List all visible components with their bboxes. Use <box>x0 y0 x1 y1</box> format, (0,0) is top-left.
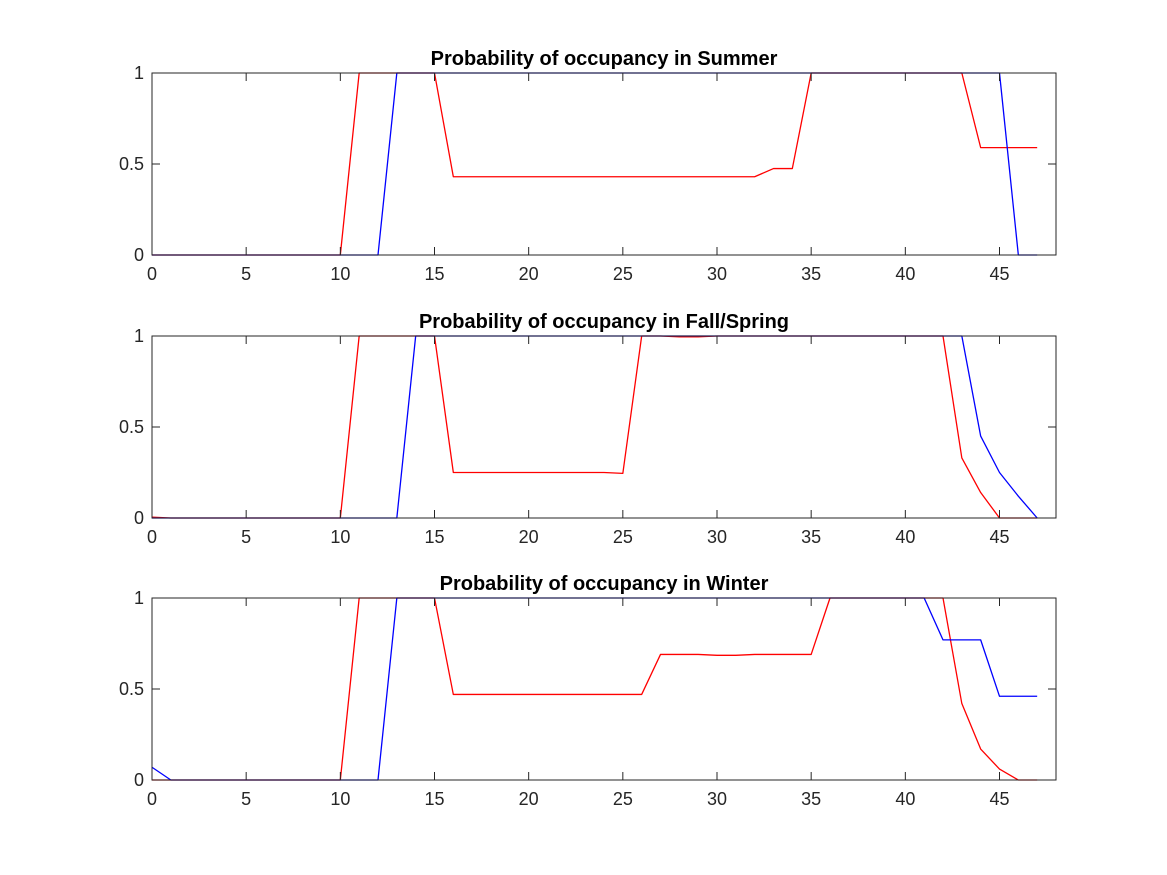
subplot-1: 0 5 10 15 20 25 30 35 40 45 0 0.5 1 Probability of oc… <box>119 48 1057 284</box>
x-tick-label: 45 <box>989 527 1009 547</box>
subplot-3: 0 5 10 15 20 25 30 35 40 45 0 0.5 1 Probability of oc… <box>119 573 1057 809</box>
x-tick-label: 5 <box>241 264 251 284</box>
y-tick-label: 1 <box>134 588 144 608</box>
x-tick-label: 15 <box>424 527 444 547</box>
x-tick-label: 20 <box>519 264 539 284</box>
x-tick-label: 40 <box>895 527 915 547</box>
x-tick-label: 20 <box>519 789 539 809</box>
y-tick-label: 0.5 <box>119 417 144 437</box>
x-tick-label: 0 <box>147 789 157 809</box>
x-tick-label: 15 <box>424 789 444 809</box>
axes-box <box>151 72 1057 256</box>
axes-box <box>151 335 1057 519</box>
x-tick-label: 30 <box>707 789 727 809</box>
x-tick-label: 30 <box>707 264 727 284</box>
chart-title: Probability of occupancy in Summer <box>431 48 778 70</box>
axes-box <box>151 597 1057 781</box>
x-tick-label: 10 <box>330 789 350 809</box>
series-line-2 <box>151 597 1038 781</box>
series-line-1 <box>151 335 1038 519</box>
y-tick-label: 0 <box>134 508 144 528</box>
x-tick-label: 35 <box>801 527 821 547</box>
chart-title: Probability of occupancy in Winter <box>440 573 769 595</box>
x-tick-label: 25 <box>613 789 633 809</box>
series-line-1 <box>152 597 1038 781</box>
chart-title: Probability of occupancy in Fall/Spring <box>419 311 789 333</box>
x-tick-label: 40 <box>895 264 915 284</box>
series-line-2 <box>152 335 1038 519</box>
x-tick-label: 10 <box>330 264 350 284</box>
x-tick-label: 45 <box>989 264 1009 284</box>
y-tick-label: 0.5 <box>119 154 144 174</box>
x-tick-label: 35 <box>801 264 821 284</box>
series-line-2 <box>152 72 1038 256</box>
x-tick-label: 25 <box>613 264 633 284</box>
y-tick-label: 0.5 <box>119 679 144 699</box>
x-tick-label: 0 <box>147 527 157 547</box>
x-tick-label: 15 <box>424 264 444 284</box>
x-tick-label: 5 <box>241 527 251 547</box>
x-tick-label: 25 <box>613 527 633 547</box>
x-tick-label: 10 <box>330 527 350 547</box>
x-tick-label: 45 <box>989 789 1009 809</box>
x-tick-label: 40 <box>895 789 915 809</box>
series-line-1 <box>152 72 1038 256</box>
subplot-2: 0 5 10 15 20 25 30 35 40 45 0 0.5 1 Probability of oc… <box>119 311 1057 547</box>
x-tick-label: 0 <box>147 264 157 284</box>
y-tick-label: 0 <box>134 770 144 790</box>
x-tick-label: 20 <box>519 527 539 547</box>
y-tick-label: 1 <box>134 63 144 83</box>
x-tick-label: 35 <box>801 789 821 809</box>
y-tick-label: 1 <box>134 326 144 346</box>
x-tick-label: 30 <box>707 527 727 547</box>
y-tick-label: 0 <box>134 245 144 265</box>
x-tick-label: 5 <box>241 789 251 809</box>
